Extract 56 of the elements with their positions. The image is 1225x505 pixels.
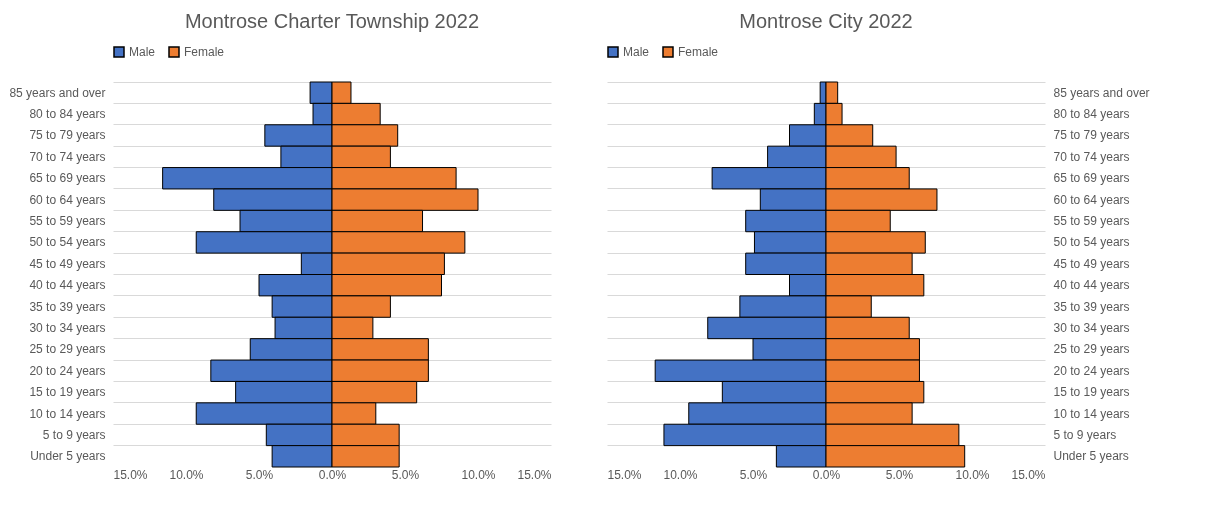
y-tick-label: 40 to 44 years <box>1053 278 1130 293</box>
y-tick-label: 20 to 24 years <box>1053 363 1130 378</box>
y-tick-label: 20 to 24 years <box>29 363 106 378</box>
y-tick-label: 60 to 64 years <box>1053 192 1130 207</box>
y-tick-label: 30 to 34 years <box>29 320 106 335</box>
y-tick-label: 10 to 14 years <box>1053 406 1130 421</box>
y-tick-label: 45 to 49 years <box>1053 256 1130 271</box>
x-tick-label: 10.0% <box>663 467 698 482</box>
y-tick-label: 65 to 69 years <box>1053 171 1130 186</box>
x-tick-label: 15.0% <box>1011 467 1046 482</box>
y-tick-label: Under 5 years <box>30 449 106 464</box>
x-tick-label: 10.0% <box>461 467 496 482</box>
x-tick-label: 15.0% <box>113 467 148 482</box>
x-tick-label: 5.0% <box>885 467 914 482</box>
y-tick-label: 80 to 84 years <box>29 107 106 122</box>
y-tick-label: 25 to 29 years <box>1053 342 1130 357</box>
y-tick-label: Under 5 years <box>1053 449 1129 464</box>
y-tick-label: 75 to 79 years <box>1053 128 1130 143</box>
y-tick-label: 60 to 64 years <box>29 192 106 207</box>
y-tick-label: 15 to 19 years <box>1053 385 1130 400</box>
chart-title: Montrose City 2022 <box>739 10 913 32</box>
y-tick-label: 5 to 9 years <box>42 427 106 442</box>
x-tick-label: 5.0% <box>391 467 420 482</box>
y-tick-label: 35 to 39 years <box>1053 299 1130 314</box>
x-tick-label: 10.0% <box>955 467 990 482</box>
y-tick-label: 65 to 69 years <box>29 171 106 186</box>
legend-label: Female <box>184 45 225 59</box>
x-tick-label: 5.0% <box>245 467 274 482</box>
y-tick-label: 5 to 9 years <box>1053 427 1117 442</box>
legend-label: Female <box>678 45 719 59</box>
x-tick-label: 0.0% <box>318 467 347 482</box>
y-tick-label: 10 to 14 years <box>29 406 106 421</box>
y-tick-label: 50 to 54 years <box>1053 235 1130 250</box>
y-tick-label: 85 years and over <box>9 85 106 100</box>
legend-label: Male <box>623 45 650 59</box>
y-tick-label: 55 to 59 years <box>29 214 106 229</box>
y-tick-label: 85 years and over <box>1053 85 1150 100</box>
y-tick-label: 15 to 19 years <box>29 385 106 400</box>
x-tick-label: 5.0% <box>739 467 768 482</box>
y-tick-label: 30 to 34 years <box>1053 320 1130 335</box>
x-tick-label: 0.0% <box>812 467 841 482</box>
x-tick-label: 15.0% <box>607 467 642 482</box>
y-tick-label: 45 to 49 years <box>29 256 106 271</box>
y-tick-label: 35 to 39 years <box>29 299 106 314</box>
y-tick-label: 70 to 74 years <box>1053 149 1130 164</box>
chart-title: Montrose Charter Township 2022 <box>184 10 480 32</box>
y-tick-label: 40 to 44 years <box>29 278 106 293</box>
y-tick-label: 50 to 54 years <box>29 235 106 250</box>
legend-label: Male <box>129 45 156 59</box>
y-tick-label: 70 to 74 years <box>29 149 106 164</box>
y-tick-label: 75 to 79 years <box>29 128 106 143</box>
y-tick-label: 25 to 29 years <box>29 342 106 357</box>
x-tick-label: 10.0% <box>169 467 204 482</box>
x-tick-label: 15.0% <box>517 467 552 482</box>
y-tick-label: 80 to 84 years <box>1053 107 1130 122</box>
y-tick-label: 55 to 59 years <box>1053 214 1130 229</box>
